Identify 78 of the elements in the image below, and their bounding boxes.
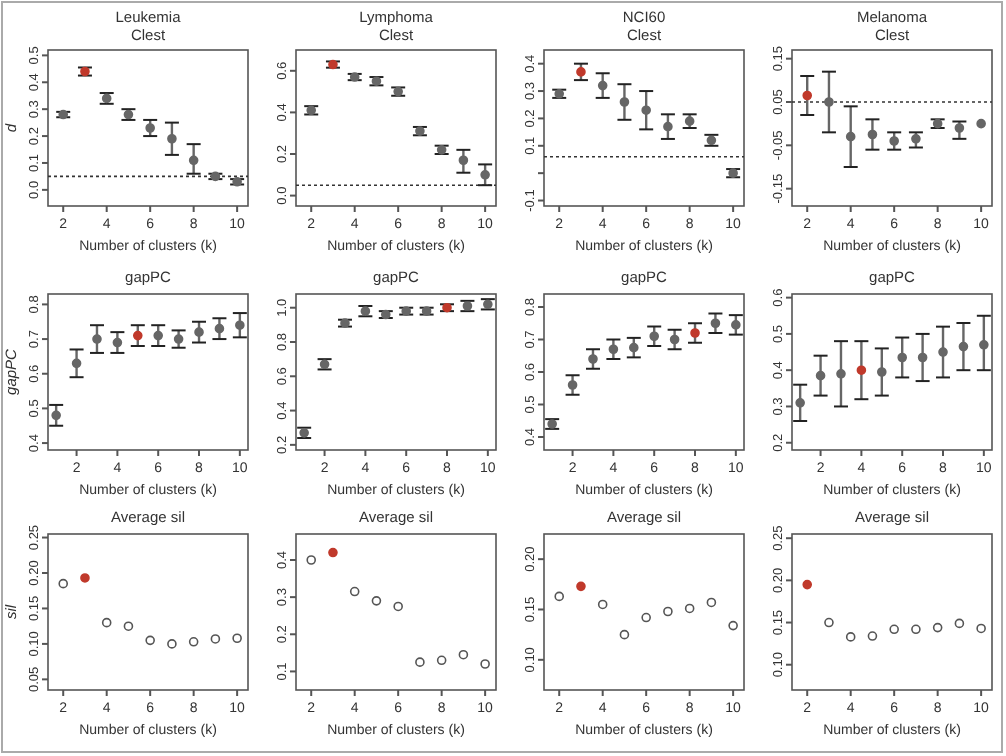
point — [938, 347, 948, 357]
point — [112, 337, 123, 348]
point — [976, 118, 986, 129]
point — [911, 624, 921, 635]
point — [856, 365, 867, 375]
point — [480, 170, 490, 180]
point — [458, 155, 469, 166]
point — [976, 623, 986, 634]
point — [690, 328, 700, 338]
point — [706, 597, 717, 608]
point — [824, 617, 834, 628]
point — [71, 358, 82, 369]
point — [597, 599, 608, 610]
point — [917, 352, 928, 363]
point — [51, 410, 61, 421]
point — [932, 622, 943, 633]
point — [979, 339, 989, 350]
point — [80, 573, 90, 583]
point — [306, 555, 317, 565]
point — [728, 620, 738, 631]
point — [897, 352, 907, 363]
point — [619, 629, 630, 640]
point — [641, 612, 651, 623]
point — [194, 327, 204, 337]
point — [153, 330, 163, 341]
point — [554, 591, 565, 602]
point — [619, 97, 630, 107]
point — [92, 334, 102, 344]
point — [133, 330, 143, 341]
point — [415, 657, 425, 667]
point — [795, 398, 805, 408]
point — [167, 133, 177, 144]
point — [867, 631, 878, 641]
point — [567, 380, 578, 390]
point — [214, 323, 225, 334]
point — [588, 354, 598, 364]
point — [710, 318, 721, 329]
point — [649, 331, 659, 342]
point — [815, 370, 826, 381]
point — [328, 547, 338, 558]
point — [845, 131, 856, 142]
point — [436, 655, 447, 666]
point — [867, 129, 878, 140]
point — [608, 344, 619, 355]
point — [663, 121, 673, 132]
point — [877, 367, 887, 377]
point — [845, 632, 856, 642]
point — [371, 596, 382, 606]
point — [641, 105, 651, 116]
point — [954, 123, 965, 133]
point — [576, 581, 586, 592]
point — [101, 617, 112, 628]
point — [145, 635, 155, 646]
point — [349, 586, 360, 597]
point — [188, 636, 199, 647]
point — [629, 342, 639, 353]
point — [958, 341, 969, 352]
point — [235, 320, 245, 330]
point — [669, 334, 680, 345]
point — [123, 621, 134, 631]
point — [836, 369, 846, 379]
point — [731, 320, 741, 330]
point — [188, 155, 199, 166]
point — [954, 618, 965, 629]
point — [480, 659, 490, 669]
point — [889, 624, 899, 635]
point — [802, 579, 813, 590]
point — [684, 603, 695, 614]
point — [458, 649, 469, 660]
point — [597, 80, 608, 91]
point — [663, 606, 673, 617]
point — [210, 634, 221, 644]
point — [232, 633, 242, 644]
point — [393, 601, 403, 612]
point — [167, 639, 177, 649]
point — [802, 90, 813, 101]
point — [58, 578, 69, 589]
point — [824, 97, 834, 107]
